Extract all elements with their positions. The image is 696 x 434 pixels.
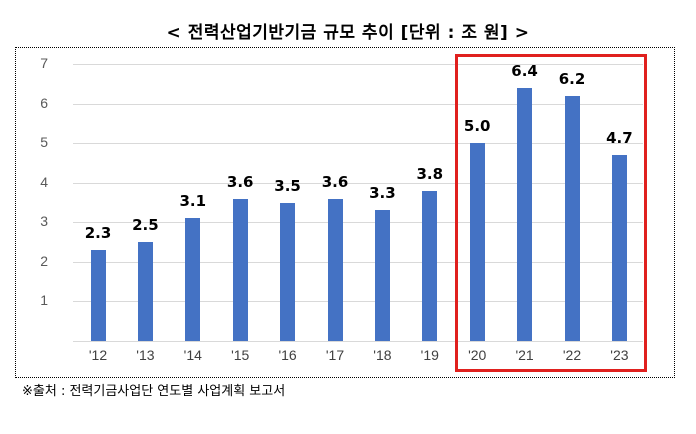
y-tick-label: 6 [40, 95, 48, 111]
data-value-label: 3.1 [179, 192, 207, 211]
bar [422, 190, 438, 341]
x-tick-label: '19 [420, 347, 439, 363]
gridline [73, 301, 643, 302]
x-axis-baseline [73, 341, 643, 342]
y-tick-label: 4 [40, 174, 48, 190]
x-tick-label: '12 [88, 347, 108, 363]
bar [137, 242, 153, 341]
y-tick-label: 3 [40, 213, 48, 229]
data-value-label: 4.7 [606, 129, 633, 148]
x-tick-label: '23 [610, 347, 629, 363]
chart-frame [15, 47, 675, 378]
x-tick-label: '22 [562, 347, 582, 363]
bar [90, 249, 106, 341]
x-tick-label: '15 [231, 347, 250, 363]
data-value-label: 2.3 [84, 223, 112, 242]
x-tick-label: '21 [515, 347, 534, 363]
gridline [73, 104, 643, 105]
bar [232, 198, 248, 341]
x-tick-label: '14 [183, 347, 202, 363]
data-value-label: 2.5 [132, 216, 159, 235]
x-tick-label: '13 [136, 347, 155, 363]
gridline [73, 64, 643, 65]
data-value-label: 3.5 [274, 176, 301, 195]
chart-title: < 전력산업기반기금 규모 추이 [단위 : 조 원] > [166, 23, 530, 43]
x-tick-label: '18 [373, 347, 392, 363]
data-value-label: 3.8 [416, 164, 444, 183]
data-value-label: 5.0 [463, 117, 491, 136]
bar [564, 95, 580, 341]
y-tick-label: 2 [40, 253, 48, 269]
source-note: ※출처 : 전력기금사업단 연도별 사업계획 보고서 [22, 384, 286, 399]
bar [327, 198, 343, 341]
gridline [73, 183, 643, 184]
bar [185, 218, 201, 341]
y-tick-label: 1 [40, 292, 48, 308]
highlight-box-2020-2023 [455, 54, 647, 372]
data-value-label: 3.6 [321, 172, 349, 191]
bar [517, 87, 533, 341]
data-value-label: 6.4 [511, 61, 538, 80]
x-tick-label: '17 [325, 347, 345, 363]
bar [469, 143, 485, 341]
gridline [73, 143, 643, 144]
bar [280, 202, 296, 341]
y-tick-label: 5 [40, 134, 48, 150]
x-tick-label: '20 [468, 347, 487, 363]
y-tick-label: 7 [40, 55, 48, 71]
gridline [73, 222, 643, 223]
bar [374, 210, 390, 341]
gridline [73, 262, 643, 263]
data-value-label: 6.2 [558, 69, 586, 88]
x-tick-label: '16 [278, 347, 297, 363]
data-value-label: 3.3 [369, 184, 396, 203]
bar [611, 155, 627, 341]
data-value-label: 3.6 [226, 172, 254, 191]
